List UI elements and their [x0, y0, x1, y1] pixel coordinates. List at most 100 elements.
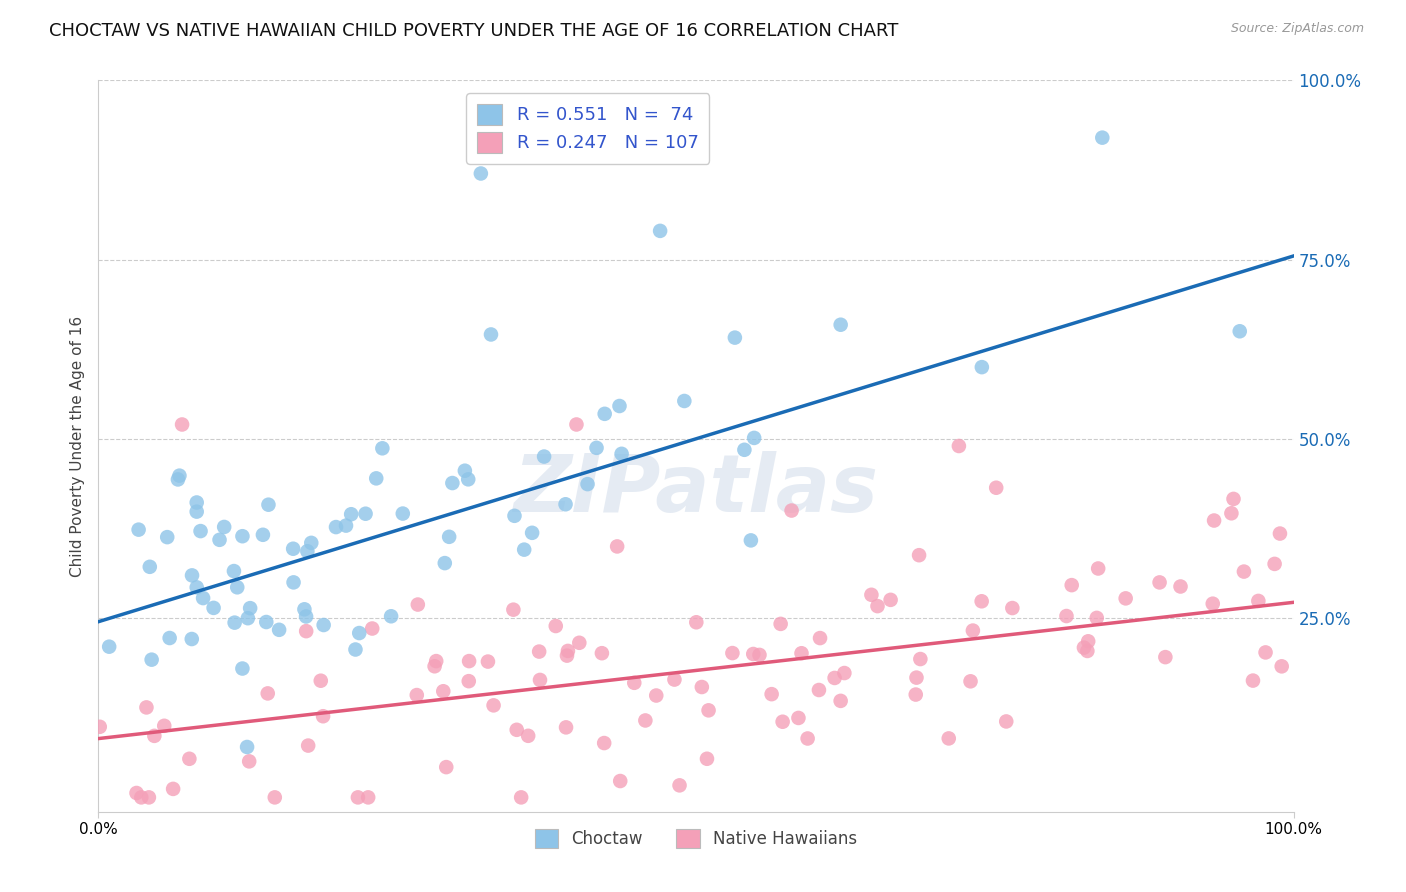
Point	[180, 632, 202, 646]
Point	[1254, 645, 1277, 659]
Point	[172, 417, 194, 432]
Text: Source: ZipAtlas.com: Source: ZipAtlas.com	[1230, 22, 1364, 36]
Point	[769, 616, 792, 631]
Point	[391, 507, 413, 521]
Point	[470, 167, 492, 181]
Point	[555, 648, 578, 663]
Point	[910, 652, 932, 666]
Point	[135, 700, 157, 714]
Point	[236, 611, 259, 625]
Point	[380, 609, 402, 624]
Point	[790, 646, 813, 660]
Point	[190, 524, 212, 538]
Point	[986, 481, 1008, 495]
Point	[153, 719, 176, 733]
Point	[309, 673, 332, 688]
Point	[866, 599, 889, 613]
Point	[593, 736, 616, 750]
Point	[1085, 611, 1108, 625]
Point	[156, 530, 179, 544]
Point	[477, 655, 499, 669]
Point	[557, 644, 579, 658]
Point	[423, 659, 446, 673]
Point	[796, 731, 818, 746]
Point	[1091, 130, 1114, 145]
Point	[544, 619, 567, 633]
Point	[312, 618, 335, 632]
Point	[830, 318, 852, 332]
Point	[458, 654, 481, 668]
Point	[283, 541, 305, 556]
Point	[256, 686, 278, 700]
Point	[1229, 324, 1251, 338]
Point	[1154, 650, 1177, 665]
Point	[186, 505, 208, 519]
Point	[860, 588, 883, 602]
Point	[1115, 591, 1137, 606]
Point	[231, 661, 253, 675]
Point	[808, 631, 831, 645]
Point	[325, 520, 347, 534]
Point	[555, 720, 578, 734]
Point	[742, 647, 765, 661]
Point	[664, 673, 686, 687]
Point	[344, 642, 367, 657]
Point	[1241, 673, 1264, 688]
Point	[696, 752, 718, 766]
Point	[591, 646, 613, 660]
Point	[668, 778, 690, 792]
Point	[441, 476, 464, 491]
Point	[1056, 609, 1078, 624]
Point	[1087, 561, 1109, 575]
Point	[533, 450, 555, 464]
Point	[1073, 640, 1095, 655]
Point	[724, 330, 747, 344]
Point	[685, 615, 707, 630]
Point	[457, 472, 479, 486]
Point	[748, 648, 770, 662]
Point	[297, 544, 319, 558]
Point	[648, 224, 672, 238]
Point	[236, 739, 259, 754]
Point	[948, 439, 970, 453]
Point	[576, 477, 599, 491]
Point	[529, 673, 551, 687]
Point	[1077, 634, 1099, 648]
Point	[433, 556, 456, 570]
Point	[202, 600, 225, 615]
Point	[482, 698, 505, 713]
Point	[254, 615, 277, 629]
Point	[1001, 601, 1024, 615]
Point	[1222, 491, 1244, 506]
Point	[143, 729, 166, 743]
Point	[690, 680, 713, 694]
Point	[1264, 557, 1286, 571]
Point	[186, 580, 208, 594]
Point	[824, 671, 846, 685]
Point	[159, 631, 181, 645]
Y-axis label: Child Poverty Under the Age of 16: Child Poverty Under the Age of 16	[69, 316, 84, 576]
Point	[252, 528, 274, 542]
Point	[527, 644, 550, 658]
Point	[585, 441, 607, 455]
Point	[457, 674, 479, 689]
Point	[361, 622, 384, 636]
Point	[257, 498, 280, 512]
Point	[297, 739, 319, 753]
Point	[1268, 526, 1291, 541]
Point	[335, 518, 357, 533]
Point	[340, 507, 363, 521]
Point	[780, 503, 803, 517]
Point	[1247, 594, 1270, 608]
Point	[186, 495, 208, 509]
Point	[139, 559, 162, 574]
Point	[568, 636, 591, 650]
Point	[437, 530, 460, 544]
Point	[294, 602, 316, 616]
Point	[554, 497, 576, 511]
Point	[959, 674, 981, 689]
Point	[609, 399, 631, 413]
Point	[366, 471, 388, 485]
Point	[609, 774, 631, 789]
Point	[295, 624, 318, 639]
